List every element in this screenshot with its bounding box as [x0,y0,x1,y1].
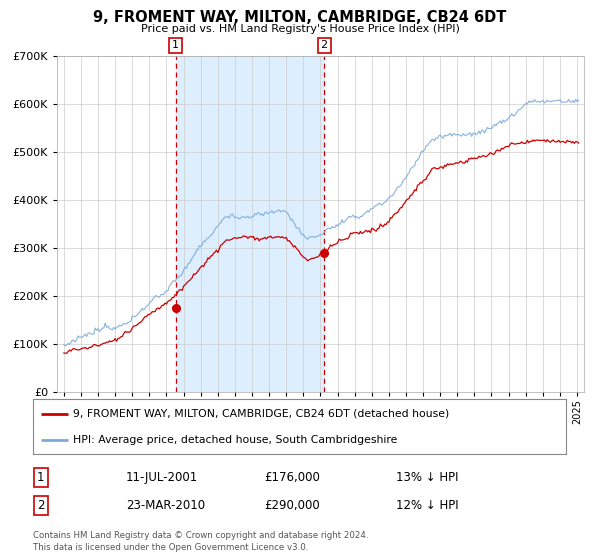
Text: 2: 2 [37,499,44,512]
Text: 1: 1 [37,470,44,484]
Bar [176,56,324,392]
Text: 23-MAR-2010: 23-MAR-2010 [126,499,205,512]
Text: 12% ↓ HPI: 12% ↓ HPI [396,499,458,512]
Text: 13% ↓ HPI: 13% ↓ HPI [396,470,458,484]
Text: 11-JUL-2001: 11-JUL-2001 [126,470,198,484]
Text: Contains HM Land Registry data © Crown copyright and database right 2024.: Contains HM Land Registry data © Crown c… [33,531,368,540]
Text: HPI: Average price, detached house, South Cambridgeshire: HPI: Average price, detached house, Sout… [73,435,397,445]
Text: Price paid vs. HM Land Registry's House Price Index (HPI): Price paid vs. HM Land Registry's House … [140,24,460,34]
Text: 9, FROMENT WAY, MILTON, CAMBRIDGE, CB24 6DT: 9, FROMENT WAY, MILTON, CAMBRIDGE, CB24 … [94,10,506,25]
Text: 2: 2 [320,40,328,50]
Text: £290,000: £290,000 [264,499,320,512]
Text: This data is licensed under the Open Government Licence v3.0.: This data is licensed under the Open Gov… [33,543,308,552]
Text: 9, FROMENT WAY, MILTON, CAMBRIDGE, CB24 6DT (detached house): 9, FROMENT WAY, MILTON, CAMBRIDGE, CB24 … [73,409,449,418]
Text: £176,000: £176,000 [264,470,320,484]
Text: 1: 1 [172,40,179,50]
